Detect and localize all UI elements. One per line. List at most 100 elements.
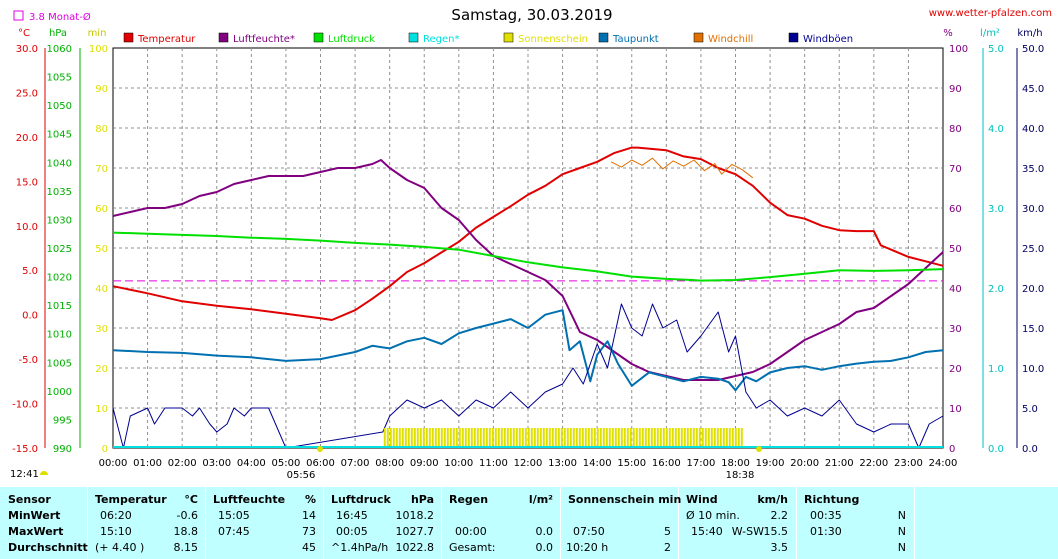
sunshine-bar: [653, 428, 656, 448]
sunshine-bar: [632, 428, 635, 448]
sunshine-bars: [383, 428, 743, 448]
hum-axis-tick: 90: [949, 84, 962, 95]
temp-axis-tick: 10.0: [16, 222, 38, 233]
sunshine-bar: [551, 428, 554, 448]
sun-axis-tick: 70: [95, 164, 108, 175]
sunshine-bar: [446, 428, 449, 448]
sunshine-bar: [689, 428, 692, 448]
wind-axis-tick: 0.0: [1022, 444, 1038, 455]
sunshine-bar: [617, 428, 620, 448]
x-axis-tick: 17:00: [687, 458, 716, 469]
sunshine-bar: [425, 428, 428, 448]
rain-value: 0.0: [535, 525, 554, 538]
legend-label[interactable]: Taupunkt: [612, 34, 659, 45]
temp-axis-tick: 0.0: [22, 311, 38, 322]
sunshine-bar: [434, 428, 437, 448]
monthly-avg-checkbox-icon[interactable]: [13, 10, 24, 21]
sunshine-bar: [458, 428, 461, 448]
dir-time: 00:35: [810, 509, 842, 522]
current-time-sun-icon: [40, 471, 48, 475]
temp-time: 15:10: [100, 525, 132, 538]
sunshine-bar: [635, 428, 638, 448]
sunshine-bar: [707, 428, 710, 448]
sunshine-bar: [431, 428, 434, 448]
x-axis-tick: 20:00: [790, 458, 819, 469]
hdr-temp-unit: °C: [184, 493, 198, 506]
sunshine-bar: [455, 428, 458, 448]
sunshine-bar: [626, 428, 629, 448]
hdr-pressure: Luftdruck: [331, 493, 391, 506]
press-value: 1022.8: [395, 541, 435, 554]
legend-label[interactable]: Luftdruck: [328, 34, 375, 45]
rain-axis-tick: 5.0: [988, 44, 1004, 55]
stats-row-max: MaxWert 15:10 18.8 07:45 73 00:05 1027.7…: [0, 525, 1058, 540]
hdr-humidity: Luftfeuchte: [213, 493, 286, 506]
monthly-avg-label: 3.8 Monat-Ø: [29, 11, 91, 23]
hum-axis-tick: 70: [949, 164, 962, 175]
legend-label[interactable]: Temperatur: [137, 34, 196, 45]
hum-axis-tick: 30: [949, 324, 962, 335]
x-axis-tick: 12:00: [514, 458, 543, 469]
legend-label[interactable]: Windchill: [708, 34, 753, 45]
legend-label[interactable]: Regen*: [423, 34, 460, 45]
sunshine-bar: [494, 428, 497, 448]
x-axis-tick: 22:00: [859, 458, 888, 469]
sunshine-bar: [665, 428, 668, 448]
sunshine-bar: [662, 428, 665, 448]
temp-value: -0.6: [176, 509, 198, 522]
sunshine-bar: [488, 428, 491, 448]
x-axis-tick: 18:00: [721, 458, 750, 469]
sunshine-bar: [581, 428, 584, 448]
x-axis-tick: 08:00: [375, 458, 404, 469]
hdr-direction: Richtung: [804, 493, 860, 506]
sunshine-bar: [407, 428, 410, 448]
wind-axis-tick: 30.0: [1022, 204, 1044, 215]
sunshine-bar: [539, 428, 542, 448]
sunshine-bar: [395, 428, 398, 448]
sunshine-bar: [464, 428, 467, 448]
legend-label[interactable]: Sonnenschein: [518, 34, 588, 45]
sunshine-bar: [695, 428, 698, 448]
sunshine-bar: [647, 428, 650, 448]
axes-layer: 30.0 25.0 20.0 15.0 10.0 5.0 0.0 -5.0 -10.0 -15.0…: [12, 44, 1044, 469]
temp-axis-tick: -5.0: [18, 355, 38, 366]
sunshine-bar: [704, 428, 707, 448]
hdr-rain: Regen: [449, 493, 489, 506]
sun-axis-tick: 20: [95, 364, 108, 375]
sunshine-bar: [542, 428, 545, 448]
wind-dir: W-SW: [731, 525, 764, 538]
rain-axis-tick: 1.0: [988, 364, 1004, 375]
press-axis-tick: 1020: [47, 273, 72, 284]
hum-axis-tick: 40: [949, 284, 962, 295]
site-url[interactable]: www.wetter-pfalzen.com: [929, 8, 1052, 19]
legend-swatch: [693, 32, 704, 43]
sunshine-bar: [677, 428, 680, 448]
sunshine-bar: [413, 428, 416, 448]
sun-axis-tick: 50: [95, 244, 108, 255]
sunshine-bar: [650, 428, 653, 448]
hdr-temperature: Temperatur: [95, 493, 167, 506]
legend-label[interactable]: Windböen: [803, 34, 853, 45]
legend-label[interactable]: Luftfeuchte*: [233, 34, 295, 45]
hum-axis-tick: 50: [949, 244, 962, 255]
x-axis-tick: 07:00: [341, 458, 370, 469]
sunshine-bar: [596, 428, 599, 448]
legend-swatch: [313, 32, 324, 43]
sunshine-bar: [461, 428, 464, 448]
sunshine-bar: [578, 428, 581, 448]
sunshine-bar: [701, 428, 704, 448]
x-axis-tick: 03:00: [202, 458, 231, 469]
sun-axis-tick: 30: [95, 324, 108, 335]
sunshine-bar: [473, 428, 476, 448]
sunshine-bar: [734, 428, 737, 448]
sunshine-bar: [722, 428, 725, 448]
legend-swatch: [598, 32, 609, 43]
sunshine-bar: [419, 428, 422, 448]
x-axis-tick: 01:00: [133, 458, 162, 469]
press-axis-tick: 995: [53, 415, 72, 426]
sunshine-bar: [527, 428, 530, 448]
sun-axis-tick: 10: [95, 404, 108, 415]
chart-title: Samstag, 30.03.2019: [451, 6, 612, 24]
sun-unit-label: min: [88, 28, 107, 39]
rain-time: Gesamt:: [449, 541, 496, 554]
